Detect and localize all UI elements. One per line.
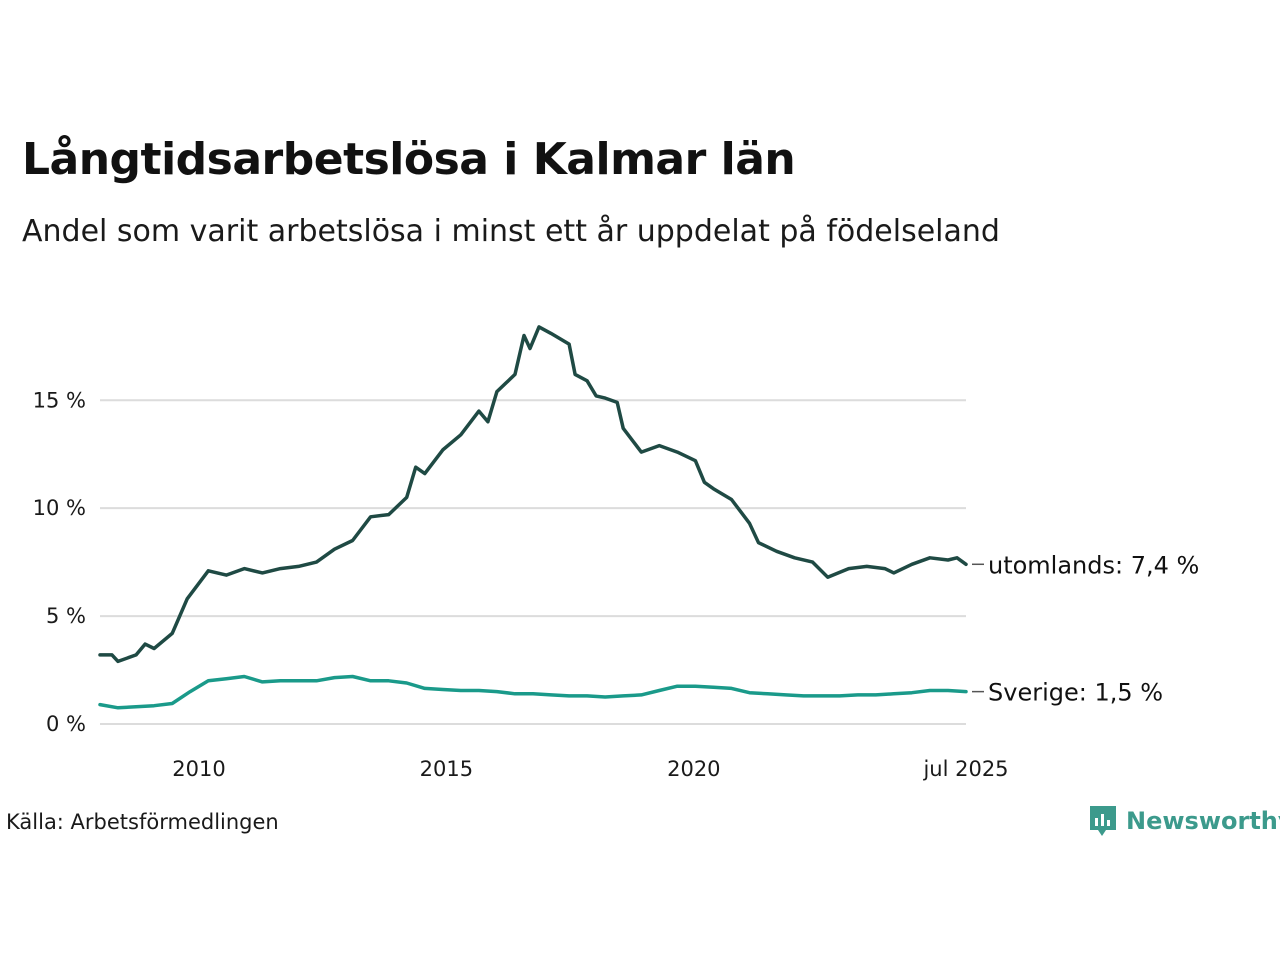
series-line-sverige bbox=[98, 674, 968, 710]
newsworthy-logo-icon bbox=[1090, 806, 1116, 836]
y-tick-label: 10 % bbox=[33, 496, 86, 520]
y-tick-label: 5 % bbox=[46, 604, 86, 628]
y-axis-ticks: 0 % 5 % 10 % 15 % bbox=[33, 388, 86, 736]
chart-subtitle: Andel som varit arbetslösa i minst ett å… bbox=[22, 214, 1000, 249]
brand-logo[interactable]: Newsworthy bbox=[1088, 804, 1280, 838]
x-tick-label: 2020 bbox=[667, 757, 720, 781]
end-label-sverige: Sverige: 1,5 % bbox=[988, 679, 1163, 707]
y-tick-label: 0 % bbox=[46, 712, 86, 736]
x-tick-label: 2015 bbox=[420, 757, 473, 781]
source-note: Källa: Arbetsförmedlingen bbox=[6, 810, 279, 834]
series-line-utomlands bbox=[98, 325, 968, 664]
gridlines bbox=[100, 399, 966, 725]
series-end-labels: utomlands: 7,4 % Sverige: 1,5 % bbox=[972, 551, 1199, 707]
x-axis-ticks: 2010 2015 2020 jul 2025 bbox=[172, 757, 1008, 781]
x-tick-label: 2010 bbox=[172, 757, 225, 781]
x-tick-label: jul 2025 bbox=[922, 757, 1008, 781]
y-tick-label: 15 % bbox=[33, 388, 86, 412]
series-lines bbox=[98, 325, 968, 710]
brand-name: Newsworthy bbox=[1126, 807, 1280, 835]
chart-title: Långtidsarbetslösa i Kalmar län bbox=[22, 134, 796, 185]
end-label-utomlands: utomlands: 7,4 % bbox=[988, 551, 1199, 579]
